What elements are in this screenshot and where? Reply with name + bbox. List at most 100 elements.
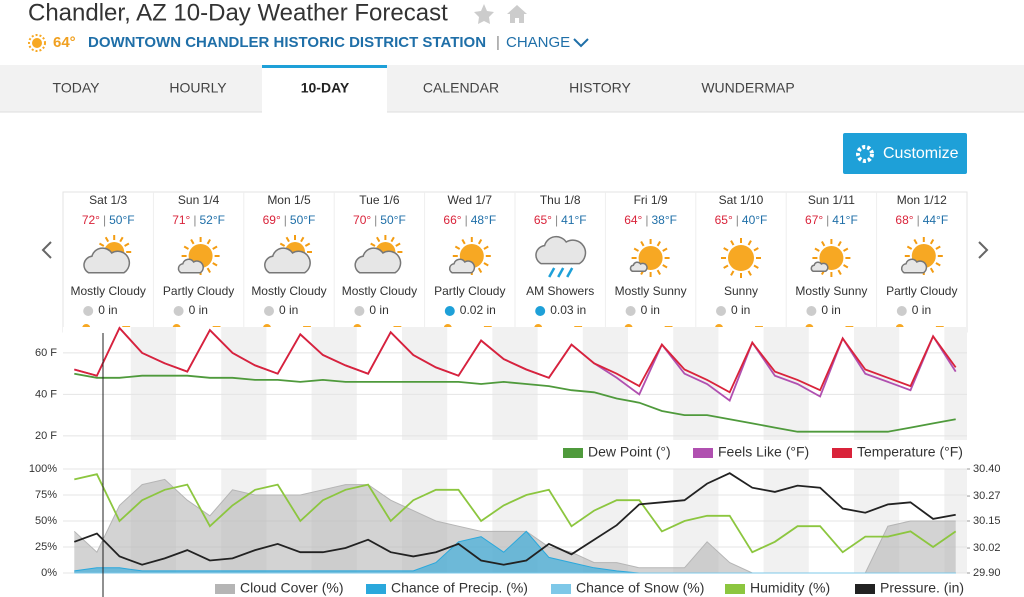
temp-low: 41°F (832, 213, 857, 227)
tab-label[interactable]: TODAY (53, 80, 101, 96)
cloud (354, 247, 402, 274)
precip-drop (716, 306, 726, 316)
day-column: Thu 1/8 65° | 41°F AM Showers 0.03 in (514, 192, 594, 332)
current-temp: 64° (53, 34, 76, 51)
next-arrow[interactable] (978, 241, 989, 259)
y2-tick-label: 30.40 (973, 463, 1001, 475)
temp-high: 68° (895, 213, 913, 227)
sun-ray (935, 245, 941, 250)
legend-label[interactable]: Feels Like (°F) (718, 444, 809, 460)
temp-low: 40°F (742, 213, 767, 227)
tab-label[interactable]: CALENDAR (423, 80, 499, 96)
sun-ray (935, 262, 941, 267)
y-tick-label: 0% (41, 567, 57, 579)
temp-high: 64° (624, 213, 642, 227)
legend-label[interactable]: Pressure. (in) (880, 580, 964, 596)
day-temps: 65° | 40°F (715, 213, 768, 227)
day-label: Thu 1/8 (540, 193, 581, 207)
precip: 0 in (912, 303, 931, 317)
day-temps: 64° | 38°F (624, 213, 677, 227)
temp-high: 66° (443, 213, 461, 227)
legend-label[interactable]: Chance of Snow (%) (576, 580, 704, 596)
star-icon[interactable] (474, 4, 494, 24)
sun-ray (906, 245, 913, 250)
sun-ray (814, 247, 820, 252)
legend-label[interactable]: Cloud Cover (%) (240, 580, 343, 596)
legend-label[interactable]: Temperature (°F) (857, 444, 963, 460)
tab-label[interactable]: 10-DAY (301, 80, 350, 96)
condition: Sunny (724, 284, 758, 298)
station-name[interactable]: DOWNTOWN CHANDLER HISTORIC DISTRICT STAT… (88, 34, 486, 51)
rain (566, 267, 574, 278)
day-label: Sat 1/10 (719, 193, 764, 207)
day-temps: 65° | 41°F (534, 213, 587, 227)
tab-label[interactable]: HISTORY (569, 80, 631, 96)
cloud (177, 258, 204, 274)
separator: | (736, 213, 739, 227)
sun-ray (124, 242, 130, 247)
separator: | (103, 213, 106, 227)
precip: 0 in (189, 303, 208, 317)
condition: Mostly Cloudy (71, 284, 146, 298)
day-column: Tue 1/6 70° | 50°F Mostly Cloudy 0 in (333, 192, 417, 332)
precip: 0.03 in (550, 303, 586, 317)
sun-ray (633, 247, 639, 252)
legend-label[interactable]: Humidity (%) (750, 580, 830, 596)
cloud (448, 258, 476, 274)
condition: Partly Cloudy (434, 284, 505, 298)
sun-ray (285, 236, 290, 243)
precip-drop (806, 306, 817, 316)
condition: Mostly Cloudy (251, 284, 326, 298)
home-icon[interactable] (507, 5, 527, 23)
series-line (74, 473, 957, 554)
night-band (311, 327, 357, 440)
sun-ray (723, 264, 729, 269)
day-column: Mon 1/12 68° | 44°F Partly Cloudy 0 in (876, 192, 957, 332)
legend-swatch (551, 584, 571, 594)
rain (548, 267, 556, 278)
legend-label[interactable]: Dew Point (°) (588, 444, 671, 460)
day-temps: 70° | 50°F (353, 213, 406, 227)
prev-arrow[interactable] (41, 241, 52, 259)
chart: 20 F 40 F 60 F Dew Point (°) Feels Like (°F)… (35, 326, 967, 460)
legend-label[interactable]: Chance of Precip. (%) (391, 580, 528, 596)
y2-tick-label: 29.90 (973, 567, 1001, 579)
series-line (74, 372, 956, 433)
cloud (264, 247, 311, 274)
sun-ray (656, 269, 661, 275)
temp-low: 48°F (471, 213, 496, 227)
sun-ray (843, 247, 849, 252)
separator: | (555, 213, 558, 227)
sun-ray (483, 245, 489, 250)
precip: 0 in (279, 303, 298, 317)
sun-ray (843, 264, 849, 269)
day-label: Mon 1/12 (897, 193, 947, 207)
sun-ray (461, 239, 466, 245)
separator: | (496, 34, 500, 51)
precip-drop (264, 306, 274, 316)
chevron[interactable] (573, 38, 589, 48)
change-link[interactable]: CHANGE (506, 34, 570, 51)
customize-button[interactable] (843, 133, 967, 174)
sun-ray (454, 245, 461, 250)
day-column: Sat 1/3 72° | 50°F Mostly Cloudy 0 in (71, 193, 146, 330)
sun-ray (837, 241, 842, 247)
sun-ray (753, 264, 759, 269)
y2-tick-label: 30.02 (973, 542, 1001, 554)
series-line (74, 326, 957, 394)
y-tick-label: 40 F (35, 388, 57, 400)
condition: Partly Cloudy (886, 284, 957, 298)
gear-icon[interactable] (856, 145, 874, 163)
precip: 0 in (98, 303, 117, 317)
temp-high: 70° (353, 213, 371, 227)
customize-label[interactable]: Customize (883, 145, 959, 162)
separator: | (374, 213, 377, 227)
y2-tick-label: 30.15 (973, 515, 1001, 527)
tab-label[interactable]: WUNDERMAP (701, 80, 794, 96)
series-line (73, 472, 956, 566)
sun-ray (119, 236, 124, 243)
tab-label[interactable]: HOURLY (169, 80, 227, 96)
temp-high: 65° (715, 213, 733, 227)
area-fill (74, 531, 956, 573)
precip: 0 in (369, 303, 388, 317)
